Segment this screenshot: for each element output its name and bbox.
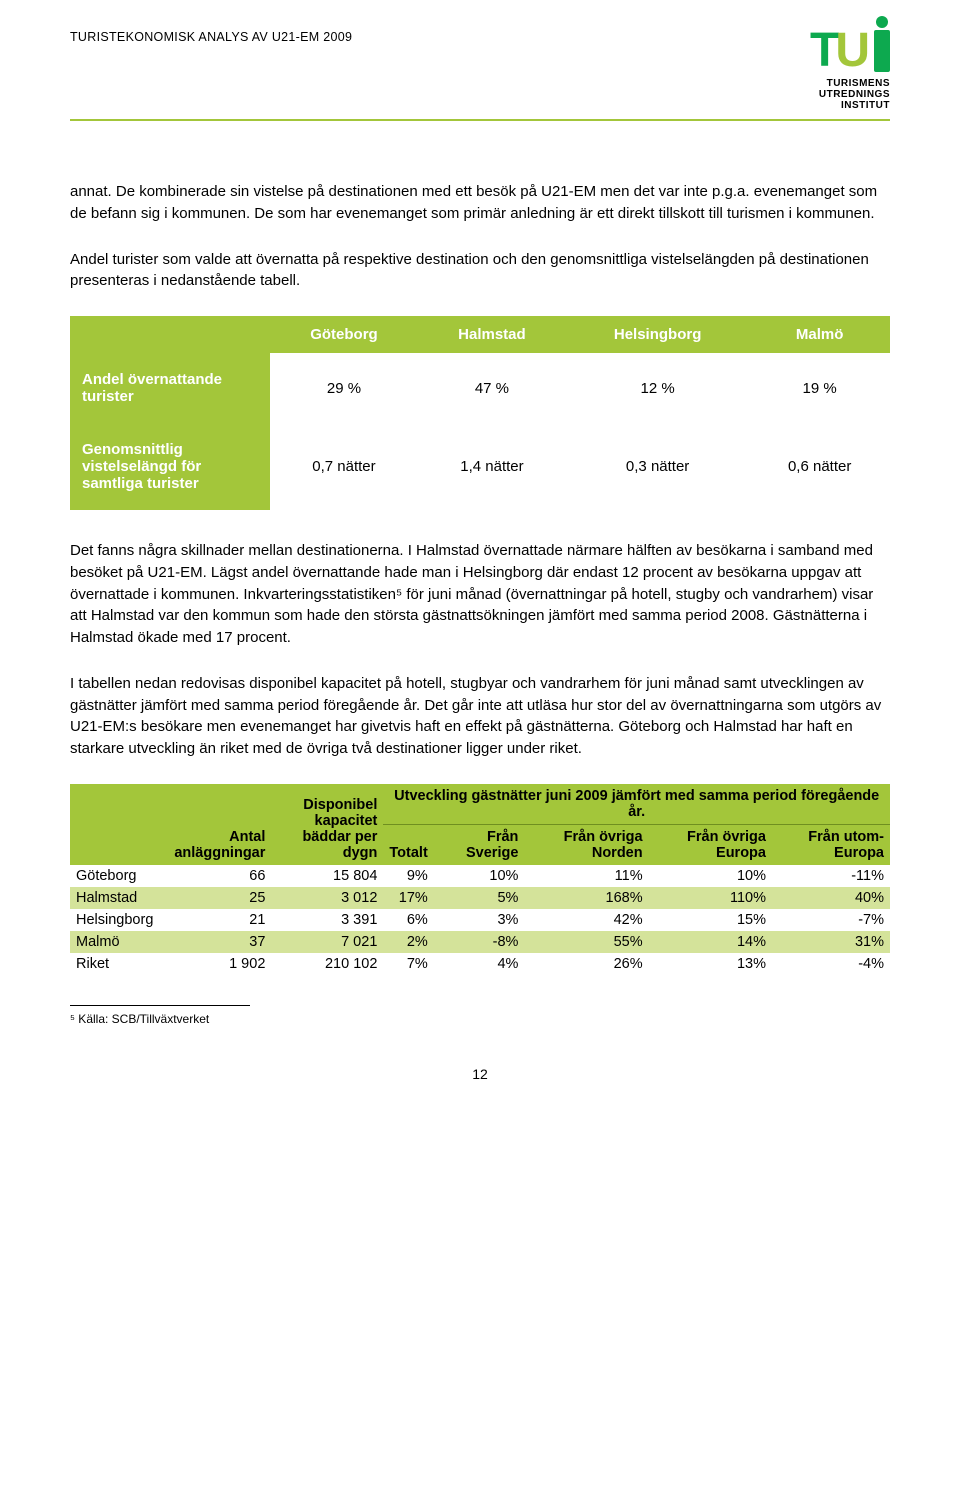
page: TURISTEKONOMISK ANALYS AV U21-EM 2009 T … <box>0 0 960 1122</box>
logo-line-3: INSTITUT <box>819 100 890 111</box>
table2-cell: -8% <box>434 931 525 953</box>
table1-cell: 29 % <box>270 353 418 423</box>
table1-cell: 19 % <box>749 353 890 423</box>
table2-row-halmstad: Halmstad 25 3 012 17% 5% 168% 110% 40% <box>70 887 890 909</box>
table-overnight: Göteborg Halmstad Helsingborg Malmö Ande… <box>70 316 890 510</box>
table2-cell: 110% <box>649 887 772 909</box>
table2-cell: 7% <box>383 953 433 975</box>
table-capacity: Antal anläggningar Disponibel kapacitet … <box>70 784 890 975</box>
table2-rowname: Göteborg <box>70 865 159 887</box>
table2-row-riket: Riket 1 902 210 102 7% 4% 26% 13% -4% <box>70 953 890 975</box>
table2-cell: 4% <box>434 953 525 975</box>
table2-cell: 42% <box>524 909 648 931</box>
table2-cell: -7% <box>772 909 890 931</box>
table1-cell: 1,4 nätter <box>418 423 566 510</box>
logo: T U TURISMENS UTREDNINGS INSTITUT <box>810 30 890 111</box>
table2-sub-norden: Från övriga Norden <box>524 824 648 865</box>
table2-cell: 9% <box>383 865 433 887</box>
table2-cell: 14% <box>649 931 772 953</box>
table1-cell: 47 % <box>418 353 566 423</box>
table1-rowlabel-0: Andel övernattande turister <box>70 353 270 423</box>
header: TURISTEKONOMISK ANALYS AV U21-EM 2009 T … <box>70 30 890 111</box>
table2-cell: 15 804 <box>271 865 383 887</box>
table2-cell: 13% <box>649 953 772 975</box>
table2-cell: 25 <box>159 887 271 909</box>
table2-rowname: Halmstad <box>70 887 159 909</box>
logo-line-1: TURISMENS <box>819 78 890 89</box>
header-rule <box>70 119 890 121</box>
logo-line-2: UTREDNINGS <box>819 89 890 100</box>
table2-cell: 17% <box>383 887 433 909</box>
logo-letter-u: U <box>835 32 870 70</box>
table2-cell: 40% <box>772 887 890 909</box>
table2-cell: 10% <box>434 865 525 887</box>
table1-col-helsingborg: Helsingborg <box>566 316 749 353</box>
table2-cell: -4% <box>772 953 890 975</box>
table2-cell: 2% <box>383 931 433 953</box>
table1-cell: 0,6 nätter <box>749 423 890 510</box>
table1-col-goteborg: Göteborg <box>270 316 418 353</box>
header-title: TURISTEKONOMISK ANALYS AV U21-EM 2009 <box>70 30 352 44</box>
logo-mark: T U <box>810 30 890 72</box>
table2-cell: 3 012 <box>271 887 383 909</box>
table2-cell: 3 391 <box>271 909 383 931</box>
table2-sub-totalt: Totalt <box>383 824 433 865</box>
table1-corner <box>70 316 270 353</box>
table2-row-helsingborg: Helsingborg 21 3 391 6% 3% 42% 15% -7% <box>70 909 890 931</box>
table2-row-goteborg: Göteborg 66 15 804 9% 10% 11% 10% -11% <box>70 865 890 887</box>
table2-group-header: Utveckling gästnätter juni 2009 jämfört … <box>383 784 890 825</box>
page-number: 12 <box>70 1066 890 1082</box>
table2-sub-europa: Från övriga Europa <box>649 824 772 865</box>
logo-subtitle: TURISMENS UTREDNINGS INSTITUT <box>819 78 890 111</box>
table1-row-1: Genomsnittlig vistelselängd för samtliga… <box>70 423 890 510</box>
table2-cell: 210 102 <box>271 953 383 975</box>
footnote-rule <box>70 1005 250 1006</box>
table2-sub-sverige: Från Sverige <box>434 824 525 865</box>
table2-cell: 10% <box>649 865 772 887</box>
table2-cell: -11% <box>772 865 890 887</box>
table2-rowname: Malmö <box>70 931 159 953</box>
table2-sub-utom: Från utom-Europa <box>772 824 890 865</box>
table2-row-malmo: Malmö 37 7 021 2% -8% 55% 14% 31% <box>70 931 890 953</box>
table1-cell: 0,7 nätter <box>270 423 418 510</box>
table2-cell: 168% <box>524 887 648 909</box>
table2-cell: 1 902 <box>159 953 271 975</box>
paragraph-4: I tabellen nedan redovisas disponibel ka… <box>70 673 890 760</box>
table1-cell: 0,3 nätter <box>566 423 749 510</box>
table2-cell: 66 <box>159 865 271 887</box>
table1-cell: 12 % <box>566 353 749 423</box>
table1-row-0: Andel övernattande turister 29 % 47 % 12… <box>70 353 890 423</box>
logo-letter-i-icon <box>874 30 890 72</box>
table1-rowlabel-1: Genomsnittlig vistelselängd för samtliga… <box>70 423 270 510</box>
table2-cell: 3% <box>434 909 525 931</box>
table2-col-disponibel: Disponibel kapacitet bäddar per dygn <box>271 784 383 865</box>
paragraph-2: Andel turister som valde att övernatta p… <box>70 249 890 293</box>
table2-cell: 15% <box>649 909 772 931</box>
paragraph-1: annat. De kombinerade sin vistelse på de… <box>70 181 890 225</box>
table2-cell: 21 <box>159 909 271 931</box>
table2-cell: 37 <box>159 931 271 953</box>
table2-corner <box>70 784 159 865</box>
table2-cell: 26% <box>524 953 648 975</box>
table1-col-malmo: Malmö <box>749 316 890 353</box>
table2-cell: 7 021 <box>271 931 383 953</box>
table2-cell: 31% <box>772 931 890 953</box>
table2-cell: 55% <box>524 931 648 953</box>
table2-rowname: Helsingborg <box>70 909 159 931</box>
table1-col-halmstad: Halmstad <box>418 316 566 353</box>
table2-cell: 5% <box>434 887 525 909</box>
paragraph-3: Det fanns några skillnader mellan destin… <box>70 540 890 649</box>
table2-cell: 6% <box>383 909 433 931</box>
table2-rowname: Riket <box>70 953 159 975</box>
table2-cell: 11% <box>524 865 648 887</box>
footnote: ⁵ Källa: SCB/Tillväxtverket <box>70 1012 890 1026</box>
table2-col-anlaggningar: Antal anläggningar <box>159 784 271 865</box>
